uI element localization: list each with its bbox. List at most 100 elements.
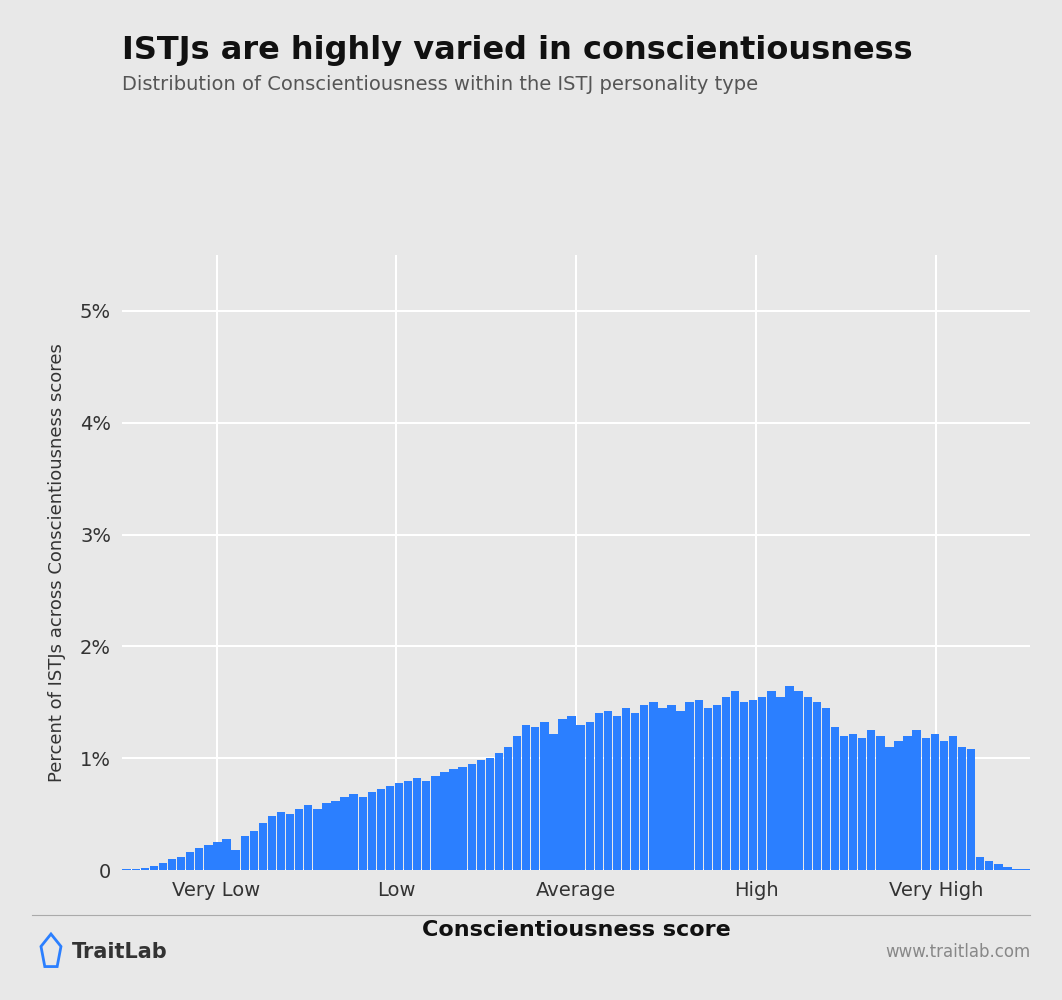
Bar [649,702,657,870]
Bar [658,708,667,870]
Bar [159,863,167,870]
Bar [1012,869,1021,870]
Bar [994,864,1003,870]
Bar [503,747,512,870]
Bar [359,797,366,870]
Text: ISTJs are highly varied in conscientiousness: ISTJs are highly varied in conscientious… [122,35,912,66]
Bar [322,803,330,870]
Text: TraitLab: TraitLab [72,942,168,962]
Bar [559,719,567,870]
Bar [867,730,875,870]
Bar [567,716,576,870]
Bar [940,741,948,870]
Bar [603,711,612,870]
Bar [667,705,675,870]
Bar [886,747,893,870]
Bar [767,691,775,870]
Bar [477,760,485,870]
Bar [232,850,240,870]
Bar [858,738,867,870]
Bar [967,749,975,870]
Bar [441,772,448,870]
Bar [523,725,530,870]
Bar [150,866,158,870]
Bar [250,831,258,870]
Bar [386,786,394,870]
Bar [830,727,839,870]
Bar [140,868,149,870]
Text: Distribution of Conscientiousness within the ISTJ personality type: Distribution of Conscientiousness within… [122,75,758,94]
Bar [222,839,230,870]
Bar [804,697,811,870]
Bar [467,764,476,870]
Bar [213,842,222,870]
Bar [404,781,412,870]
Bar [930,734,939,870]
Bar [749,700,757,870]
Bar [912,730,921,870]
Bar [722,697,731,870]
Bar [776,697,785,870]
Bar [786,686,793,870]
Text: www.traitlab.com: www.traitlab.com [885,943,1030,961]
Bar [676,711,685,870]
Bar [640,705,649,870]
Bar [922,738,930,870]
Bar [331,801,340,870]
Bar [840,736,849,870]
Bar [513,736,521,870]
Bar [295,808,304,870]
Bar [740,702,749,870]
Bar [422,781,430,870]
X-axis label: Conscientiousness score: Conscientiousness score [422,920,731,940]
Bar [186,852,194,870]
Bar [613,716,621,870]
Bar [395,783,404,870]
Bar [168,859,176,870]
Bar [822,708,830,870]
Bar [695,700,703,870]
Bar [958,747,966,870]
Bar [948,736,957,870]
Bar [132,869,140,870]
Bar [541,722,549,870]
Bar [485,758,494,870]
Bar [304,805,312,870]
Bar [976,857,984,870]
Bar [286,814,294,870]
Bar [577,725,585,870]
Bar [277,812,286,870]
Bar [794,691,803,870]
Bar [704,708,712,870]
Bar [585,722,594,870]
Y-axis label: Percent of ISTJs across Conscientiousness scores: Percent of ISTJs across Conscientiousnes… [48,343,66,782]
Bar [622,708,630,870]
Bar [631,713,639,870]
Bar [377,789,386,870]
Bar [731,691,739,870]
Bar [1004,867,1012,870]
Bar [758,697,767,870]
Bar [341,797,348,870]
Bar [495,753,503,870]
Bar [459,767,467,870]
Bar [713,705,721,870]
Bar [685,702,693,870]
Bar [349,794,358,870]
Bar [812,702,821,870]
Bar [204,845,212,870]
Bar [313,808,322,870]
Bar [240,836,249,870]
Bar [595,713,603,870]
Bar [894,741,903,870]
Bar [531,727,539,870]
Bar [449,769,458,870]
Bar [986,861,993,870]
Bar [549,734,558,870]
Bar [849,734,857,870]
Bar [904,736,912,870]
Bar [259,823,267,870]
Bar [413,778,422,870]
Bar [122,869,131,870]
Bar [177,857,185,870]
